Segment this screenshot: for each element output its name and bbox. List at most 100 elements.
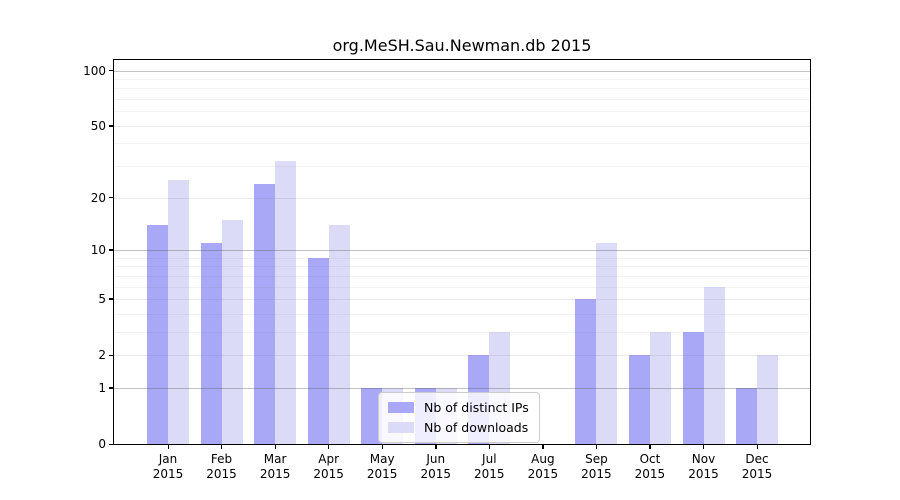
x-tick-mark [221, 444, 223, 449]
bar-distinct-ips [628, 355, 650, 444]
bar-downloads [649, 331, 671, 444]
x-tick-label: Sep 2015 [566, 452, 626, 482]
x-tick-label: Feb 2015 [192, 452, 252, 482]
gridline-minor [114, 266, 810, 268]
x-tick-year: 2015 [474, 467, 505, 481]
y-tick-label: 50 [90, 118, 106, 133]
bar-downloads [168, 180, 189, 444]
gridline [114, 70, 810, 72]
x-tick-month: Jan [158, 452, 178, 466]
x-tick-month: Sep [585, 452, 608, 466]
x-tick-label: Jan 2015 [138, 452, 198, 482]
gridline [114, 125, 810, 127]
x-tick-month: Aug [531, 452, 555, 466]
chart-title: org.MeSH.Sau.Newman.db 2015 [332, 36, 592, 55]
x-tick-year: 2015 [366, 467, 398, 481]
y-tick-label: 100 [83, 63, 106, 78]
x-tick-mark [649, 444, 651, 449]
x-tick-mark [756, 444, 758, 449]
bar-downloads [275, 161, 297, 444]
x-tick-year: 2015 [741, 467, 773, 481]
bar-distinct-ips [361, 387, 383, 444]
bar-distinct-ips [307, 257, 329, 444]
x-tick-month: Jul [482, 452, 497, 466]
bar-downloads [328, 224, 350, 444]
x-tick-year: 2015 [313, 467, 344, 481]
gridline-minor [114, 166, 810, 168]
bar-downloads [757, 355, 779, 444]
x-tick-mark [435, 444, 437, 449]
x-tick-label: May 2015 [352, 452, 412, 482]
x-tick-month: Oct [639, 452, 661, 466]
y-tick-mark [109, 125, 114, 127]
x-tick-year: 2015 [259, 467, 291, 481]
plot-area: 0 1 2 5 10 20 50 100 Jan 2015 Feb 2015 Mar 2015 Apr 20… [83, 59, 811, 481]
gridline [114, 249, 810, 251]
x-tick-label: Apr 2015 [299, 452, 359, 482]
gridline-minor [114, 286, 810, 288]
legend-item-distinct-ips: Nb of distinct IPs [388, 400, 529, 415]
gridline-minor [114, 111, 810, 113]
y-tick-mark [109, 298, 114, 300]
bar-distinct-ips [147, 224, 168, 444]
gridline-minor [114, 143, 810, 145]
gridline-minor [114, 313, 810, 315]
gridline [114, 298, 810, 300]
bar-downloads [703, 286, 725, 444]
x-tick-label: Jul 2015 [459, 452, 519, 482]
x-tick-year: 2015 [581, 467, 612, 481]
x-tick-label: Jun 2015 [406, 452, 466, 482]
gridline-minor [114, 275, 810, 277]
y-tick-label: 1 [98, 380, 106, 395]
legend-label-downloads: Nb of downloads [424, 420, 529, 435]
bar-distinct-ips [682, 331, 704, 444]
x-tick-mark [328, 444, 330, 449]
x-tick-mark [167, 444, 169, 449]
y-tick-label: 20 [90, 190, 106, 205]
gridline [114, 355, 810, 357]
x-tick-label: Nov 2015 [674, 452, 734, 482]
bar-downloads [221, 219, 243, 444]
x-tick-month: Nov [691, 452, 716, 466]
x-tick-year: 2015 [634, 467, 666, 481]
y-tick-mark [109, 249, 114, 251]
gridline-minor [114, 99, 810, 101]
x-tick-label: Dec 2015 [727, 452, 787, 482]
y-tick-mark [109, 354, 114, 356]
y-tick-label: 10 [90, 242, 106, 257]
x-tick-label: Mar 2015 [245, 452, 305, 482]
bar-downloads [596, 242, 618, 444]
legend-item-downloads: Nb of downloads [388, 420, 529, 435]
x-tick-year: 2015 [152, 467, 184, 481]
x-tick-month: Mar [263, 452, 287, 466]
x-tick-month: May [369, 452, 395, 466]
y-tick-mark [109, 443, 114, 445]
y-tick-label: 5 [98, 291, 106, 306]
bar-distinct-ips [254, 183, 276, 444]
x-tick-mark [595, 444, 598, 449]
gridline [114, 387, 810, 389]
x-tick-mark [542, 444, 544, 449]
y-tick-mark [109, 70, 114, 72]
bar-distinct-ips [200, 242, 222, 444]
legend-swatch-downloads [388, 422, 414, 433]
x-tick-label: Oct 2015 [620, 452, 680, 482]
gridline [114, 197, 810, 199]
x-tick-month: Jun [426, 452, 446, 466]
x-tick-mark [703, 444, 705, 449]
legend-label-distinct-ips: Nb of distinct IPs [424, 400, 529, 415]
y-tick-mark [109, 387, 114, 389]
x-tick-label: Aug 2015 [513, 452, 573, 482]
gridline-minor [114, 78, 810, 80]
y-tick-mark [109, 197, 114, 199]
y-tick-label: 0 [98, 437, 106, 451]
legend: Nb of distinct IPs Nb of downloads [378, 392, 540, 443]
x-tick-mark [274, 444, 276, 449]
gridline-minor [114, 331, 810, 333]
x-tick-month: Apr [318, 452, 340, 466]
x-tick-year: 2015 [206, 467, 237, 481]
x-tick-month: Dec [745, 452, 769, 466]
x-tick-year: 2015 [527, 467, 559, 481]
x-tick-mark [488, 444, 491, 449]
